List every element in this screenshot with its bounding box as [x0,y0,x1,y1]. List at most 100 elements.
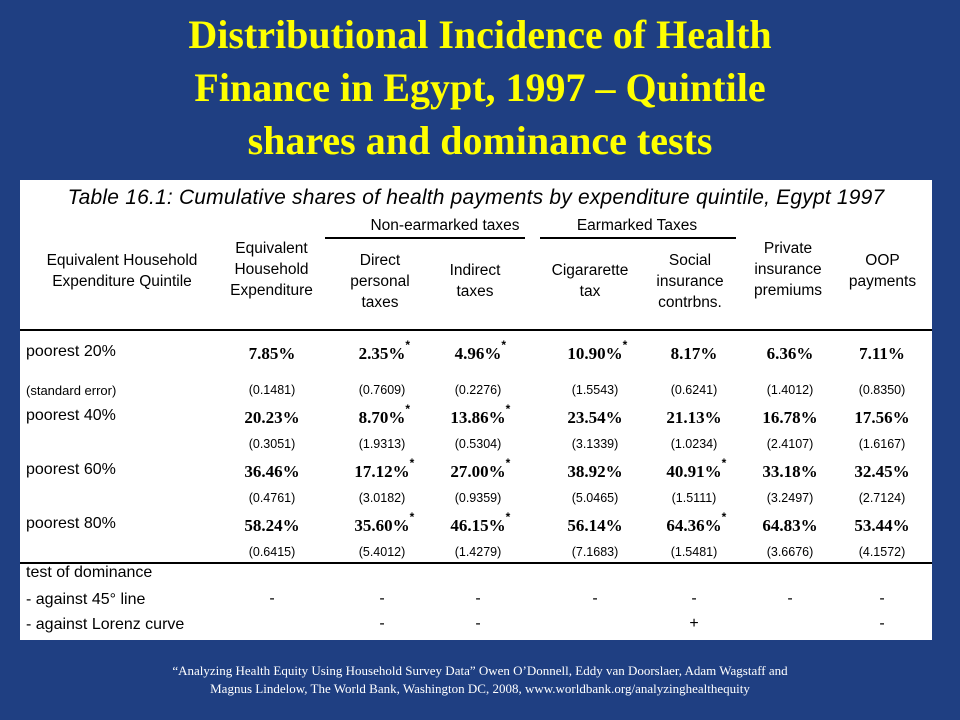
share-cell: 20.23% [244,408,300,427]
se-cell: (1.9313) [358,437,406,451]
row-label: poorest 20% [26,343,116,360]
se-cell: (0.2276) [454,383,502,397]
se-cell: (4.1572) [858,545,906,559]
se-cell: (5.0465) [571,491,619,505]
share-cell: 13.86% * [450,402,511,427]
se-cell: (1.4279) [454,545,502,559]
share-cell: 8.17% [670,344,718,363]
dominance-cell: - [269,590,275,607]
dominance-cell: + [689,615,699,632]
col-header-private-insurance: Private insurance premiums [753,240,823,299]
significance-marker: * [505,510,511,524]
se-cell: (0.7609) [358,383,406,397]
dominance-cell: - [787,590,793,607]
col-header-expenditure: Equivalent Household Expenditure [230,240,313,299]
significance-marker: * [405,402,411,416]
dominance-rule [20,562,932,564]
se-cell: (0.6415) [248,545,296,559]
group-header-non-earmarked: Non-earmarked taxes [370,217,520,234]
dominance-cell: - [379,615,385,632]
se-cell: (1.5481) [670,545,718,559]
share-cell: 58.24% [244,516,300,535]
col-header-quintile: Equivalent Household Expenditure Quintil… [46,252,198,290]
title-line: shares and dominance tests [247,118,713,163]
dominance-cell: - [475,590,481,607]
dominance-cell: - [475,615,481,632]
significance-marker: * [409,510,415,524]
se-cell: (3.2497) [766,491,814,505]
title-line: Distributional Incidence of Health [188,12,772,57]
source-line: “Analyzing Health Equity Using Household… [172,663,788,678]
share-cell: 2.35% * [358,338,411,363]
table-caption: Table 16.1: Cumulative shares of health … [67,186,885,209]
dominance-cell: - [879,615,885,632]
se-row-label: (standard error) [26,383,117,398]
row-label: poorest 60% [26,461,116,478]
share-cell: 17.12% * [354,456,415,481]
share-cell: 7.85% [248,344,296,363]
se-cell: (0.6241) [670,383,718,397]
share-cell: 40.91% * [666,456,727,481]
significance-marker: * [405,338,411,352]
col-header-cigarette-tax: Cigararette tax [551,262,629,300]
row-label: poorest 80% [26,515,116,532]
share-cell: 4.96% * [454,338,507,363]
col-header-social-insurance: Social insurance contrbns. [656,252,724,311]
header-rule [20,329,932,331]
title-line: Finance in Egypt, 1997 – Quintile [194,65,766,110]
col-header-indirect-taxes: Indirect taxes [449,262,501,300]
dominance-test-label: - against 45° line [26,591,146,608]
share-cell: 21.13% [666,408,722,427]
significance-marker: * [622,338,628,352]
se-cell: (0.9359) [454,491,502,505]
se-cell: (5.4012) [358,545,406,559]
table-panel: Table 16.1: Cumulative shares of health … [20,180,932,640]
dominance-cell: - [379,590,385,607]
significance-marker: * [409,456,415,470]
se-cell: (3.6676) [766,545,814,559]
share-cell: 64.83% [762,516,818,535]
slide-title: Distributional Incidence of Health Finan… [0,8,960,167]
share-cell: 53.44% [854,516,910,535]
share-cell: 64.36% * [666,510,727,535]
dominance-cell: - [592,590,598,607]
se-cell: (1.4012) [766,383,814,397]
share-cell: 32.45% [854,462,910,481]
share-cell: 27.00% * [450,456,511,481]
se-cell: (1.0234) [670,437,718,451]
share-cell: 7.11% [859,344,905,363]
se-cell: (1.6167) [858,437,906,451]
share-cell: 33.18% [762,462,818,481]
dominance-cell: - [879,590,885,607]
se-cell: (0.8350) [858,383,906,397]
source-citation: “Analyzing Health Equity Using Household… [0,662,960,698]
share-cell: 16.78% [762,408,818,427]
share-cell: 17.56% [854,408,910,427]
se-cell: (0.1481) [248,383,296,397]
se-cell: (0.3051) [248,437,296,451]
share-cell: 8.70% * [358,402,411,427]
se-cell: (2.7124) [858,491,906,505]
group-header-earmarked: Earmarked Taxes [576,217,698,234]
share-cell: 35.60% * [354,510,415,535]
se-cell: (3.0182) [358,491,406,505]
significance-marker: * [501,338,507,352]
share-cell: 46.15% * [450,510,511,535]
group-underline [540,237,736,239]
dominance-test-label: - against Lorenz curve [26,616,185,633]
se-cell: (0.5304) [454,437,502,451]
share-cell: 23.54% [567,408,623,427]
col-header-direct-taxes: Direct personal taxes [350,252,410,311]
share-cell: 38.92% [567,462,623,481]
se-cell: (0.4761) [248,491,296,505]
share-cell: 10.90% * [567,338,628,363]
row-label: poorest 40% [26,407,116,424]
significance-marker: * [505,402,511,416]
se-cell: (3.1339) [571,437,619,451]
se-cell: (7.1683) [571,545,619,559]
share-cell: 36.46% [244,462,300,481]
se-cell: (2.4107) [766,437,814,451]
significance-marker: * [505,456,511,470]
source-line: Magnus Lindelow, The World Bank, Washing… [210,681,750,696]
significance-marker: * [721,510,727,524]
